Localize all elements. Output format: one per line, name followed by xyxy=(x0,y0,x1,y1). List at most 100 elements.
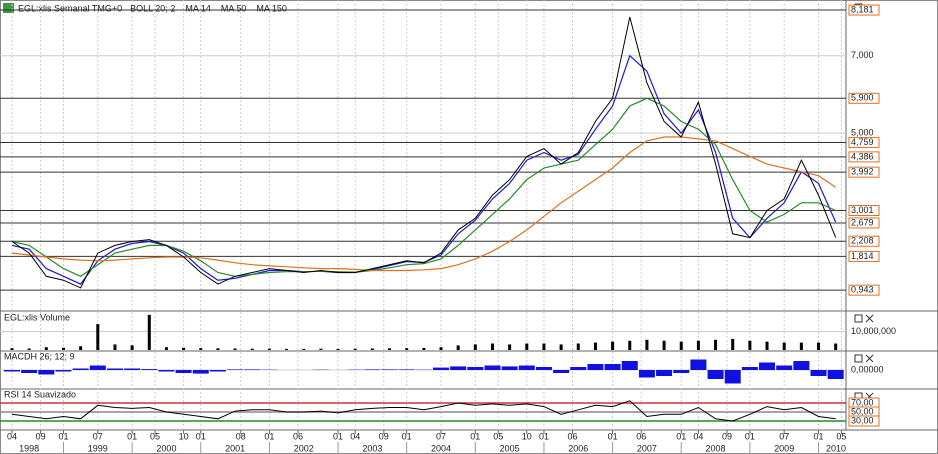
year-label: 2000 xyxy=(156,443,176,453)
bar xyxy=(645,339,649,350)
tick-box xyxy=(848,284,880,296)
year-label: 2001 xyxy=(225,443,245,453)
y-tick-label: 50,00 xyxy=(851,406,874,416)
x-tick-label: 04 xyxy=(350,431,360,441)
bar xyxy=(679,341,683,350)
histogram-bar xyxy=(673,370,690,373)
bar xyxy=(473,344,477,350)
histogram-bar xyxy=(501,366,518,370)
bar xyxy=(302,348,306,350)
x-tick-label: 01 xyxy=(539,431,549,441)
histogram-bar xyxy=(106,368,123,370)
x-tick-label: 04 xyxy=(693,431,703,441)
histogram-bar xyxy=(535,367,552,370)
bar xyxy=(405,348,409,350)
x-tick-label: 07 xyxy=(93,431,103,441)
y-tick-label: 70,00 xyxy=(851,397,874,407)
histogram-bar xyxy=(89,365,106,370)
x-tick-label: 01 xyxy=(196,431,206,441)
histogram-bar xyxy=(638,370,655,378)
year-label: 2009 xyxy=(774,443,794,453)
bar xyxy=(233,348,237,350)
tick-box xyxy=(848,415,880,427)
app-icon xyxy=(3,3,14,13)
histogram-bar xyxy=(55,370,72,372)
bar xyxy=(542,343,546,350)
histogram-bar xyxy=(141,369,158,370)
legend-entry: MA 14 xyxy=(185,3,211,13)
bar xyxy=(319,348,323,350)
y-tick-label: 0,00000 xyxy=(851,364,884,374)
histogram-bar xyxy=(587,364,604,370)
tick-box xyxy=(848,166,880,178)
histogram-bar xyxy=(175,370,192,373)
x-tick-label: 08 xyxy=(236,431,246,441)
histogram-bar xyxy=(450,366,467,370)
x-tick-label: 01 xyxy=(608,431,618,441)
histogram-bar xyxy=(621,361,638,370)
histogram-bar xyxy=(570,367,587,370)
tick-box xyxy=(848,217,880,229)
x-tick-label: 01 xyxy=(264,431,274,441)
bar xyxy=(27,348,31,350)
bar xyxy=(490,343,494,350)
legend-entry: BOLL 20; 2 xyxy=(130,3,175,13)
y-tick-label: 10,000,000 xyxy=(851,326,896,336)
y-tick-label: 2,679 xyxy=(851,217,874,227)
maximize-button[interactable] xyxy=(854,354,863,363)
bar xyxy=(834,343,838,350)
x-tick-label: 07 xyxy=(779,431,789,441)
bar xyxy=(628,340,632,350)
close-button[interactable] xyxy=(865,314,874,401)
y-tick-label: 0,943 xyxy=(851,285,874,295)
histogram-bar xyxy=(656,370,673,376)
y-tick-label: 3,992 xyxy=(851,167,874,177)
bar xyxy=(662,340,666,350)
bar xyxy=(508,344,512,350)
bar xyxy=(336,348,340,350)
tick-box xyxy=(848,136,880,148)
bar xyxy=(696,340,700,350)
histogram-bar xyxy=(364,369,381,370)
bar xyxy=(199,348,203,350)
y-tick-label: 5,900 xyxy=(851,93,874,103)
histogram-bar xyxy=(604,364,621,370)
line xyxy=(11,16,837,289)
histogram-bar xyxy=(381,369,398,370)
bar xyxy=(593,342,597,350)
panel-title: RSI 14 Suavizado xyxy=(4,389,76,399)
bar xyxy=(79,346,83,350)
bar xyxy=(370,348,374,350)
x-tick-label: 01 xyxy=(58,431,68,441)
tick-box xyxy=(848,250,880,262)
year-label: 1998 xyxy=(19,443,39,453)
bar xyxy=(216,348,220,350)
year-label: 2010 xyxy=(826,443,846,453)
legend-entry: MA 50 xyxy=(221,3,247,13)
y-tick-label: 4,386 xyxy=(851,151,874,161)
y-tick-label: 1,814 xyxy=(851,251,874,261)
bar xyxy=(44,347,48,350)
histogram-bar xyxy=(741,367,758,370)
x-tick-label: 07 xyxy=(436,431,446,441)
x-tick-label: 01 xyxy=(676,431,686,441)
legend-entry: MA 150 xyxy=(256,3,287,13)
histogram-bar xyxy=(4,370,20,372)
x-tick-label: 10 xyxy=(179,431,189,441)
panel-title: MACDH 26; 12; 9 xyxy=(4,351,75,361)
y-tick-label: 5,000 xyxy=(851,128,874,138)
line xyxy=(11,136,837,272)
year-label: 2003 xyxy=(362,443,382,453)
x-tick-label: 05 xyxy=(150,431,160,441)
histogram-bar xyxy=(553,370,570,373)
x-tick-label: 01 xyxy=(127,431,137,441)
bar xyxy=(817,342,821,350)
maximize-button[interactable] xyxy=(854,314,863,323)
x-tick-label: 04 xyxy=(7,431,17,441)
bar xyxy=(267,348,271,350)
tick-box xyxy=(848,151,880,163)
bar xyxy=(765,341,769,350)
x-tick-label: 09 xyxy=(36,431,46,441)
bar xyxy=(285,348,289,350)
